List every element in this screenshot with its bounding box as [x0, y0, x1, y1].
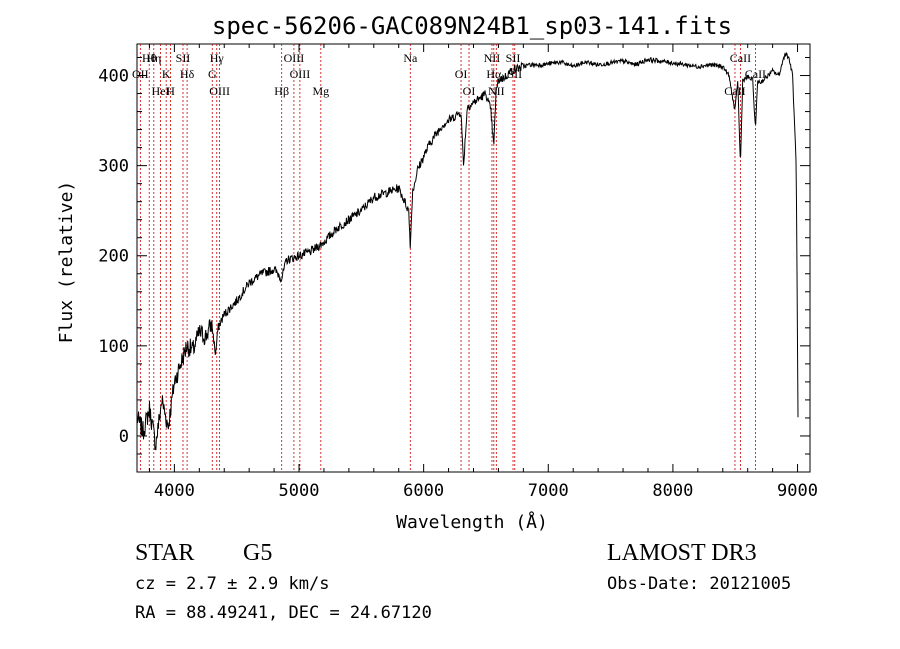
line-label: Hδ — [180, 67, 195, 81]
x-tick-label: 9000 — [777, 481, 818, 501]
object-type: STAR — [135, 540, 195, 566]
line-label: OIII — [290, 67, 311, 81]
line-label: Hα — [486, 67, 502, 81]
line-label: OIII — [284, 51, 305, 65]
line-label: Hθ — [142, 51, 157, 65]
line-label: OIII — [209, 84, 230, 98]
line-label: OII — [132, 67, 149, 81]
line-label: H — [166, 84, 175, 98]
y-tick-label: 0 — [119, 427, 129, 447]
line-label: OI — [463, 84, 476, 98]
y-axis-ticks: 0 100 200 300 400 — [98, 57, 810, 455]
plot-frame — [136, 43, 811, 473]
line-label: SII — [176, 51, 191, 65]
x-tick-label: 8000 — [652, 481, 693, 501]
line-label: NII — [484, 51, 501, 65]
line-label: Hβ — [274, 84, 289, 98]
line-label: Hγ — [210, 51, 225, 65]
coordinates: RA = 88.49241, DEC = 24.67120 — [135, 603, 432, 623]
y-tick-label: 300 — [98, 157, 129, 177]
survey-name: LAMOST DR3 — [607, 540, 757, 566]
line-label: G — [208, 67, 217, 81]
line-label: HeI — [152, 84, 170, 98]
y-axis-label: Flux (relative) — [56, 181, 77, 344]
x-tick-label: 4000 — [154, 481, 195, 501]
x-tick-label: 6000 — [403, 481, 444, 501]
line-label: CaII — [724, 84, 745, 98]
obs-date: Obs-Date: 20121005 — [607, 574, 792, 594]
line-label: Mg — [312, 84, 329, 98]
y-tick-label: 400 — [98, 67, 129, 87]
line-label: SII — [506, 51, 521, 65]
x-axis-label: Wavelength (Å) — [396, 511, 548, 533]
spectral-subclass: G5 — [243, 540, 273, 566]
line-label: K — [162, 67, 171, 81]
x-tick-label: 5000 — [279, 481, 320, 501]
spectral-line-markers — [139, 44, 756, 472]
line-label: OI — [455, 67, 468, 81]
spectral-line-labels: HθOIIHeIHηKHSIIHδOIIIHγGHβOIIIOIIIMgNaOI… — [132, 51, 766, 98]
line-label: CaII — [730, 51, 751, 65]
x-tick-label: 7000 — [528, 481, 569, 501]
line-label: Hη — [146, 51, 161, 65]
line-label: Na — [403, 51, 418, 65]
line-label: CaII — [745, 67, 766, 81]
chart-title: spec-56206-GAC089N24B1_sp03-141.fits — [212, 12, 732, 40]
y-tick-label: 200 — [98, 247, 129, 267]
x-axis-ticks: 4000 5000 6000 7000 8000 9000 — [148, 44, 818, 501]
redshift-readout: cz = 2.7 ± 2.9 km/s — [135, 574, 330, 594]
spectrum-chart: spec-56206-GAC089N24B1_sp03-141.fits Hθ O… — [56, 12, 818, 533]
y-tick-label: 100 — [98, 337, 129, 357]
spectrum-line — [136, 51, 799, 451]
